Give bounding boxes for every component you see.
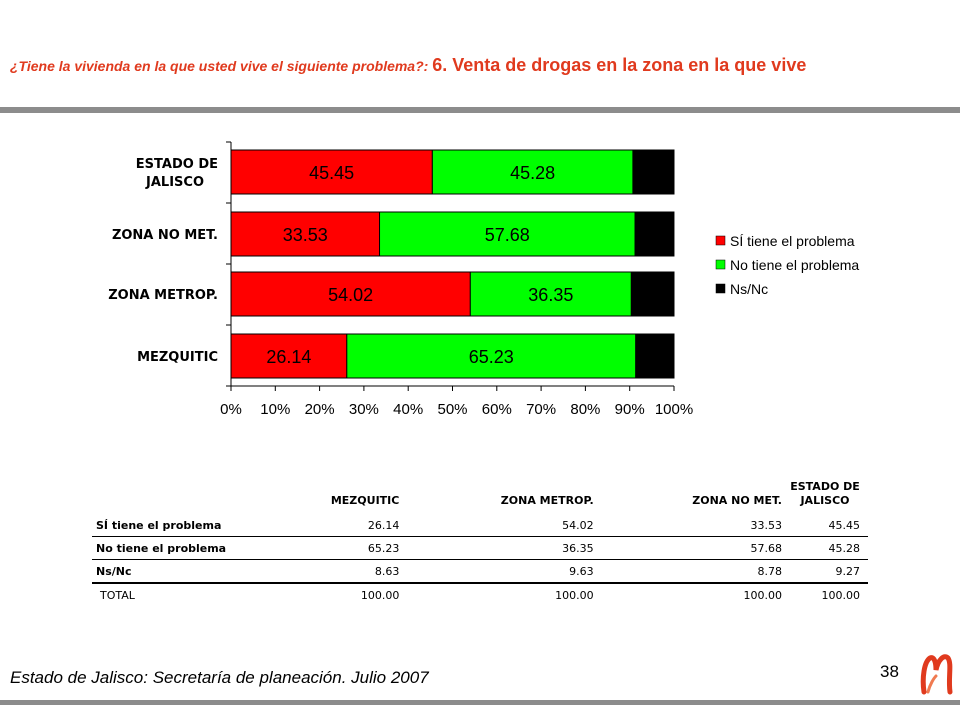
table-cell: 57.68 — [601, 536, 790, 560]
data-label: 45.45 — [309, 163, 354, 183]
table-cell: 8.63 — [260, 559, 408, 584]
data-label: 26.14 — [266, 347, 311, 367]
x-tick-label: 20% — [305, 401, 335, 418]
table-cell: 100.00 — [743, 588, 783, 602]
category-label: ZONA NO MET. — [112, 228, 218, 243]
bar-segment — [635, 333, 675, 379]
data-label: 45.28 — [510, 163, 555, 183]
bar-segment — [634, 211, 675, 257]
x-tick-label: 40% — [393, 401, 423, 418]
table-cell: 9.27 — [790, 559, 868, 584]
x-tick-label: 100% — [655, 401, 693, 418]
x-tick-label: 30% — [349, 401, 379, 418]
x-tick-label: 10% — [260, 401, 290, 418]
table-cell: 45.28 — [790, 536, 868, 560]
table-header-cell: MEZQUITIC — [330, 494, 400, 507]
table-cell: 45.45 — [790, 514, 868, 537]
table-header-cell: ZONA METROP. — [500, 494, 594, 507]
bar-segment — [230, 149, 433, 195]
bar-segment — [431, 149, 634, 195]
data-table: MEZQUITIC ZONA METROP. ZONA NO MET. ESTA… — [92, 468, 868, 606]
table-header-cell — [92, 468, 260, 514]
category-label-line: ZONA NO MET. — [112, 228, 218, 243]
table-cell: 8.78 — [601, 559, 790, 584]
category-label-line: JALISCO — [145, 175, 204, 190]
category-label: ZONA METROP. — [108, 288, 218, 303]
data-label: 33.53 — [283, 225, 328, 245]
category-label-line: ESTADO DE — [136, 157, 218, 172]
table-header-row: MEZQUITIC ZONA METROP. ZONA NO MET. ESTA… — [92, 468, 868, 514]
table-cell: 26.14 — [260, 514, 408, 537]
category-label: ESTADO DE JALISCO — [136, 157, 218, 190]
data-label: 54.02 — [328, 285, 373, 305]
legend-swatch — [715, 259, 726, 270]
table-row: Ns/Nc 8.63 9.63 8.78 9.27 — [92, 559, 868, 584]
table-cell: 54.02 — [407, 514, 602, 537]
data-label: 57.68 — [485, 225, 530, 245]
legend-swatch — [715, 283, 726, 294]
table-cell: 9.63 — [407, 559, 602, 584]
table-cell: 65.23 — [260, 536, 408, 560]
table-row: SÍ tiene el problema 26.14 54.02 33.53 4… — [92, 514, 868, 537]
legend-swatch — [715, 235, 726, 246]
table-row-label: Ns/Nc — [92, 559, 260, 584]
bottom-divider — [0, 700, 960, 705]
table-cell: 100.00 — [360, 588, 400, 602]
bar-segment — [230, 271, 471, 317]
table-cell: 36.35 — [407, 536, 602, 560]
bar-segment — [346, 333, 637, 379]
table-cell: 100.00 — [555, 588, 594, 602]
x-tick-label: 0% — [220, 401, 242, 418]
top-divider — [0, 107, 960, 113]
table-header-cell: ZONA NO MET. — [692, 494, 782, 507]
bar-segment — [630, 271, 675, 317]
legend-label: No tiene el problema — [730, 257, 859, 273]
slide-title: ¿Tiene la vivienda en la que usted vive … — [10, 52, 890, 80]
category-label: MEZQUITIC — [137, 350, 218, 365]
bar-segment — [632, 149, 675, 195]
legend-label: Ns/Nc — [730, 281, 768, 297]
table-header-cell: ESTADO DE JALISCO — [790, 480, 860, 507]
page-number: 38 — [880, 662, 899, 681]
stylized-m-logo-icon — [920, 654, 953, 695]
x-tick-label: 80% — [570, 401, 600, 418]
table-row-label: TOTAL — [100, 588, 135, 602]
title-topic: 6. Venta de drogas en la zona en la que … — [432, 55, 807, 75]
table-cell: 100.00 — [821, 588, 861, 602]
data-label: 65.23 — [469, 347, 514, 367]
table-row: TOTAL 100.00 100.00 100.00 100.00 — [92, 583, 868, 606]
title-question: ¿Tiene la vivienda en la que usted vive … — [10, 58, 433, 74]
table-row-label: SÍ tiene el problema — [92, 514, 260, 537]
x-tick-label: 50% — [437, 401, 467, 418]
category-label-line: MEZQUITIC — [137, 350, 218, 365]
category-label-line: ZONA METROP. — [108, 288, 218, 303]
legend-label: SÍ tiene el problema — [730, 233, 855, 249]
x-tick-label: 60% — [482, 401, 512, 418]
x-tick-label: 70% — [526, 401, 556, 418]
data-label: 36.35 — [528, 285, 573, 305]
bar-segment — [230, 333, 348, 379]
x-tick-label: 90% — [615, 401, 645, 418]
table-row-label: No tiene el problema — [92, 536, 260, 560]
stacked-bar-chart: 0% 10% 20% 30% 40% 50% 60% 70% 80% 90% 100% 45.45 45… — [108, 141, 859, 418]
bar-segment — [230, 211, 381, 257]
table-cell: 33.53 — [601, 514, 790, 537]
bar-segment — [379, 211, 636, 257]
source-note: Estado de Jalisco: Secretaría de planeac… — [10, 668, 429, 687]
table-row: No tiene el problema 65.23 36.35 57.68 4… — [92, 536, 868, 560]
